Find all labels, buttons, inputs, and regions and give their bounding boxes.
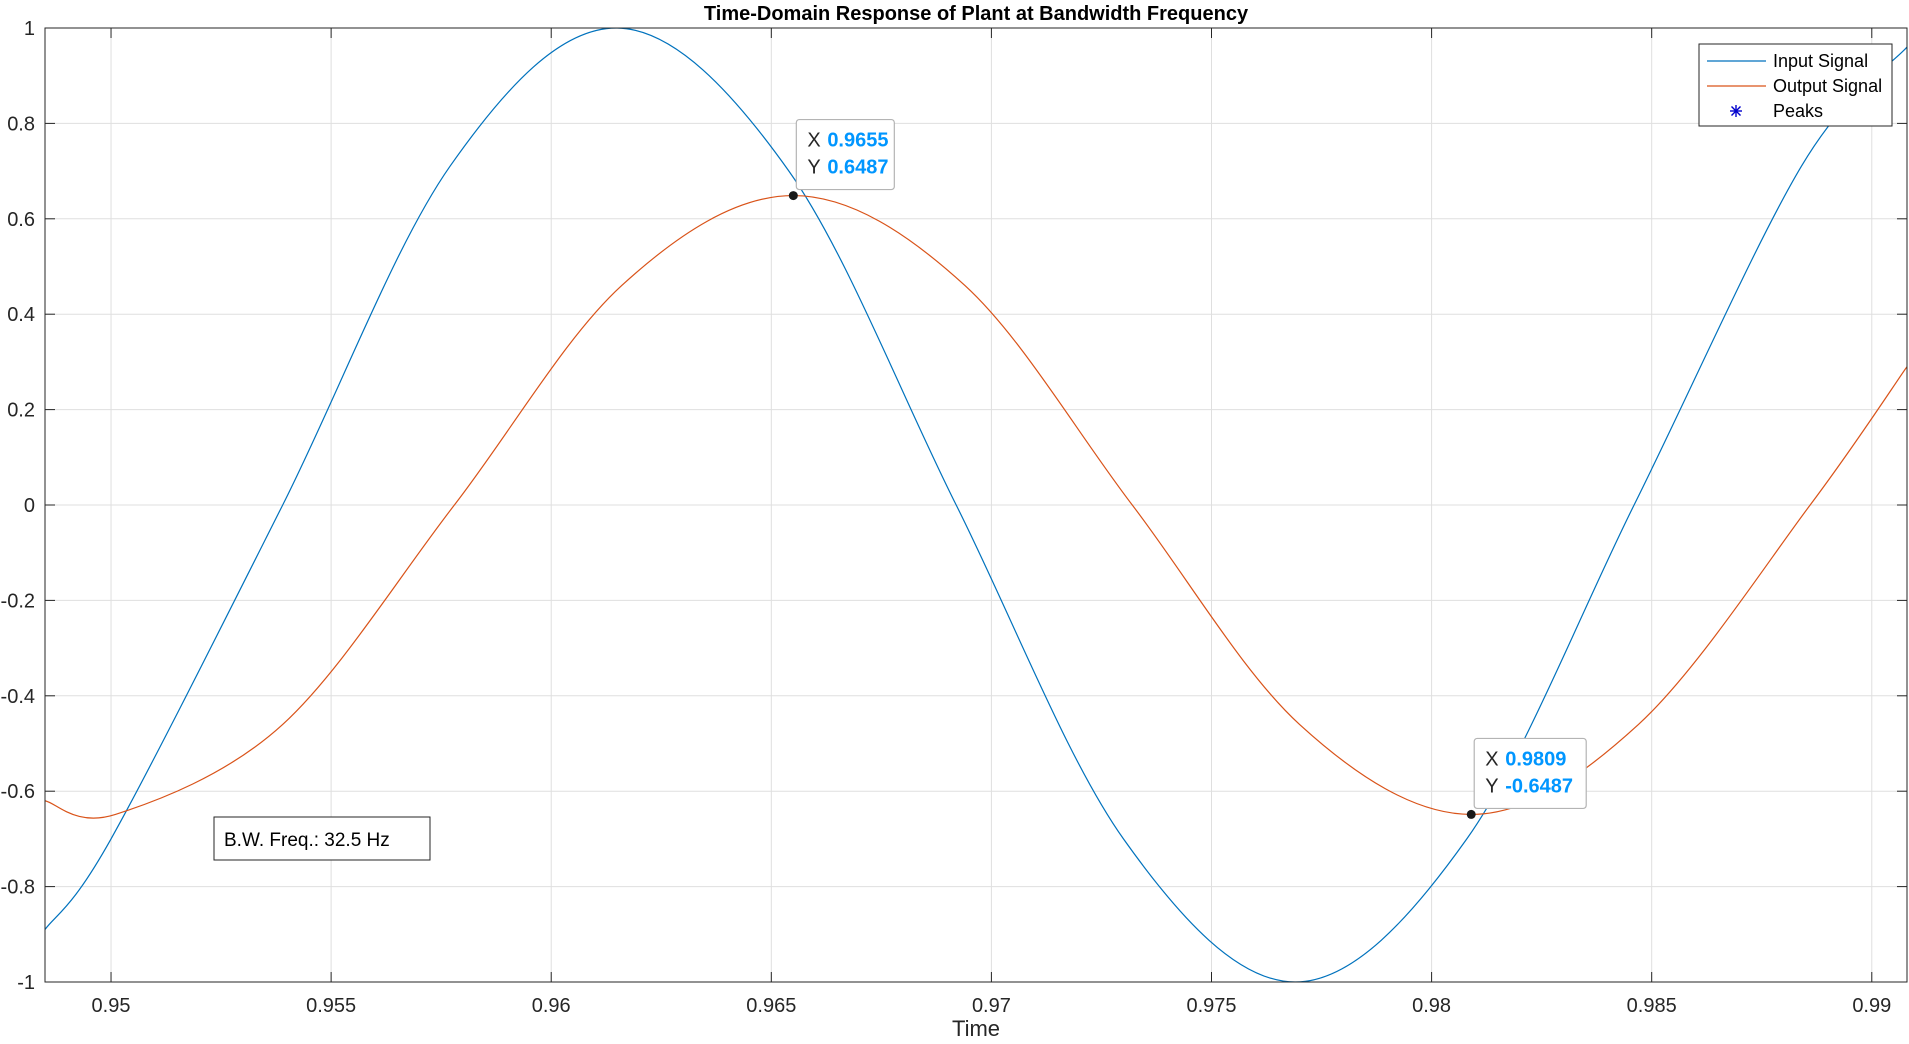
datatip-x-value: 0.9809 [1505,748,1566,770]
peaks-marker-icon [1730,105,1742,117]
annotation-box [213,816,431,861]
datatip-layer[interactable]: X 0.9655 Y 0.6487 X 0.9809 Y -0.6487 [788,118,1587,819]
datatip-marker[interactable] [1466,809,1476,819]
y-tick-label: -0.2 [1,590,35,612]
annotation-layer: B.W. Freq.: 32.5 Hz [213,816,431,861]
legend-label: Input Signal [1773,51,1868,71]
legend-item[interactable]: Input Signal [1707,51,1868,71]
y-tick-label: -0.6 [1,781,35,803]
datatip-y-key: Y [1485,775,1498,797]
x-tick-label: 0.99 [1852,995,1891,1017]
input-signal-line [45,28,1907,982]
output-signal-line [45,194,1907,819]
y-tick-label: 1 [24,18,35,40]
legend[interactable]: Input Signal Output Signal Peaks [1698,43,1893,127]
datatip-x-value: 0.9655 [827,130,888,152]
x-tick-label: 0.985 [1627,995,1677,1017]
x-tick-label: 0.97 [972,995,1011,1017]
datatip-box [795,118,895,191]
grid-lines [45,27,1907,983]
x-tick-label: 0.98 [1412,995,1451,1017]
legend-label: Peaks [1773,101,1823,121]
series-layer [45,28,1907,982]
chart-title: Time-Domain Response of Plant at Bandwid… [704,3,1249,25]
x-axis-title: Time [952,1016,1000,1041]
x-tick-label: 0.95 [92,995,131,1017]
y-tick-label: -1 [17,972,35,994]
datatip-x-key: X [807,130,820,152]
legend-box [1698,43,1893,127]
datatip-y-value: -0.6487 [1505,775,1573,797]
legend-label: Output Signal [1773,76,1882,96]
y-tick-label: 0.2 [7,400,35,422]
datatip[interactable]: X 0.9809 Y -0.6487 [1466,737,1587,819]
y-tick-label: 0.4 [7,304,35,326]
legend-item[interactable]: Peaks [1730,101,1823,121]
y-tick-label: 0.6 [7,209,35,231]
y-axis-ticks: -1 -0.8 -0.6 -0.4 -0.2 0 0.2 0.4 0.6 0.8 1 [1,18,1907,994]
datatip-y-key: Y [807,157,820,179]
plot-area[interactable]: 0.95 0.955 0.96 0.965 0.97 0.975 0.98 0.985 0.99… [1,18,1908,1017]
datatip-box [1473,737,1587,810]
x-tick-label: 0.975 [1186,995,1236,1017]
marker-stroke [1731,106,1741,116]
x-tick-label: 0.955 [306,995,356,1017]
x-tick-label: 0.96 [532,995,571,1017]
x-axis-ticks: 0.95 0.955 0.96 0.965 0.97 0.975 0.98 0.985 0.99 [92,28,1891,1017]
y-tick-label: 0.8 [7,113,35,135]
y-tick-label: -0.4 [1,686,35,708]
datatip-marker[interactable] [788,191,798,201]
x-tick-label: 0.965 [746,995,796,1017]
legend-item[interactable]: Output Signal [1707,76,1882,96]
datatip-x-key: X [1485,748,1498,770]
datatip-y-value: 0.6487 [827,157,888,179]
y-tick-label: -0.8 [1,877,35,899]
datatip[interactable]: X 0.9655 Y 0.6487 [788,118,895,201]
y-tick-label: 0 [24,495,35,517]
annotation-text: B.W. Freq.: 32.5 Hz [224,830,390,851]
